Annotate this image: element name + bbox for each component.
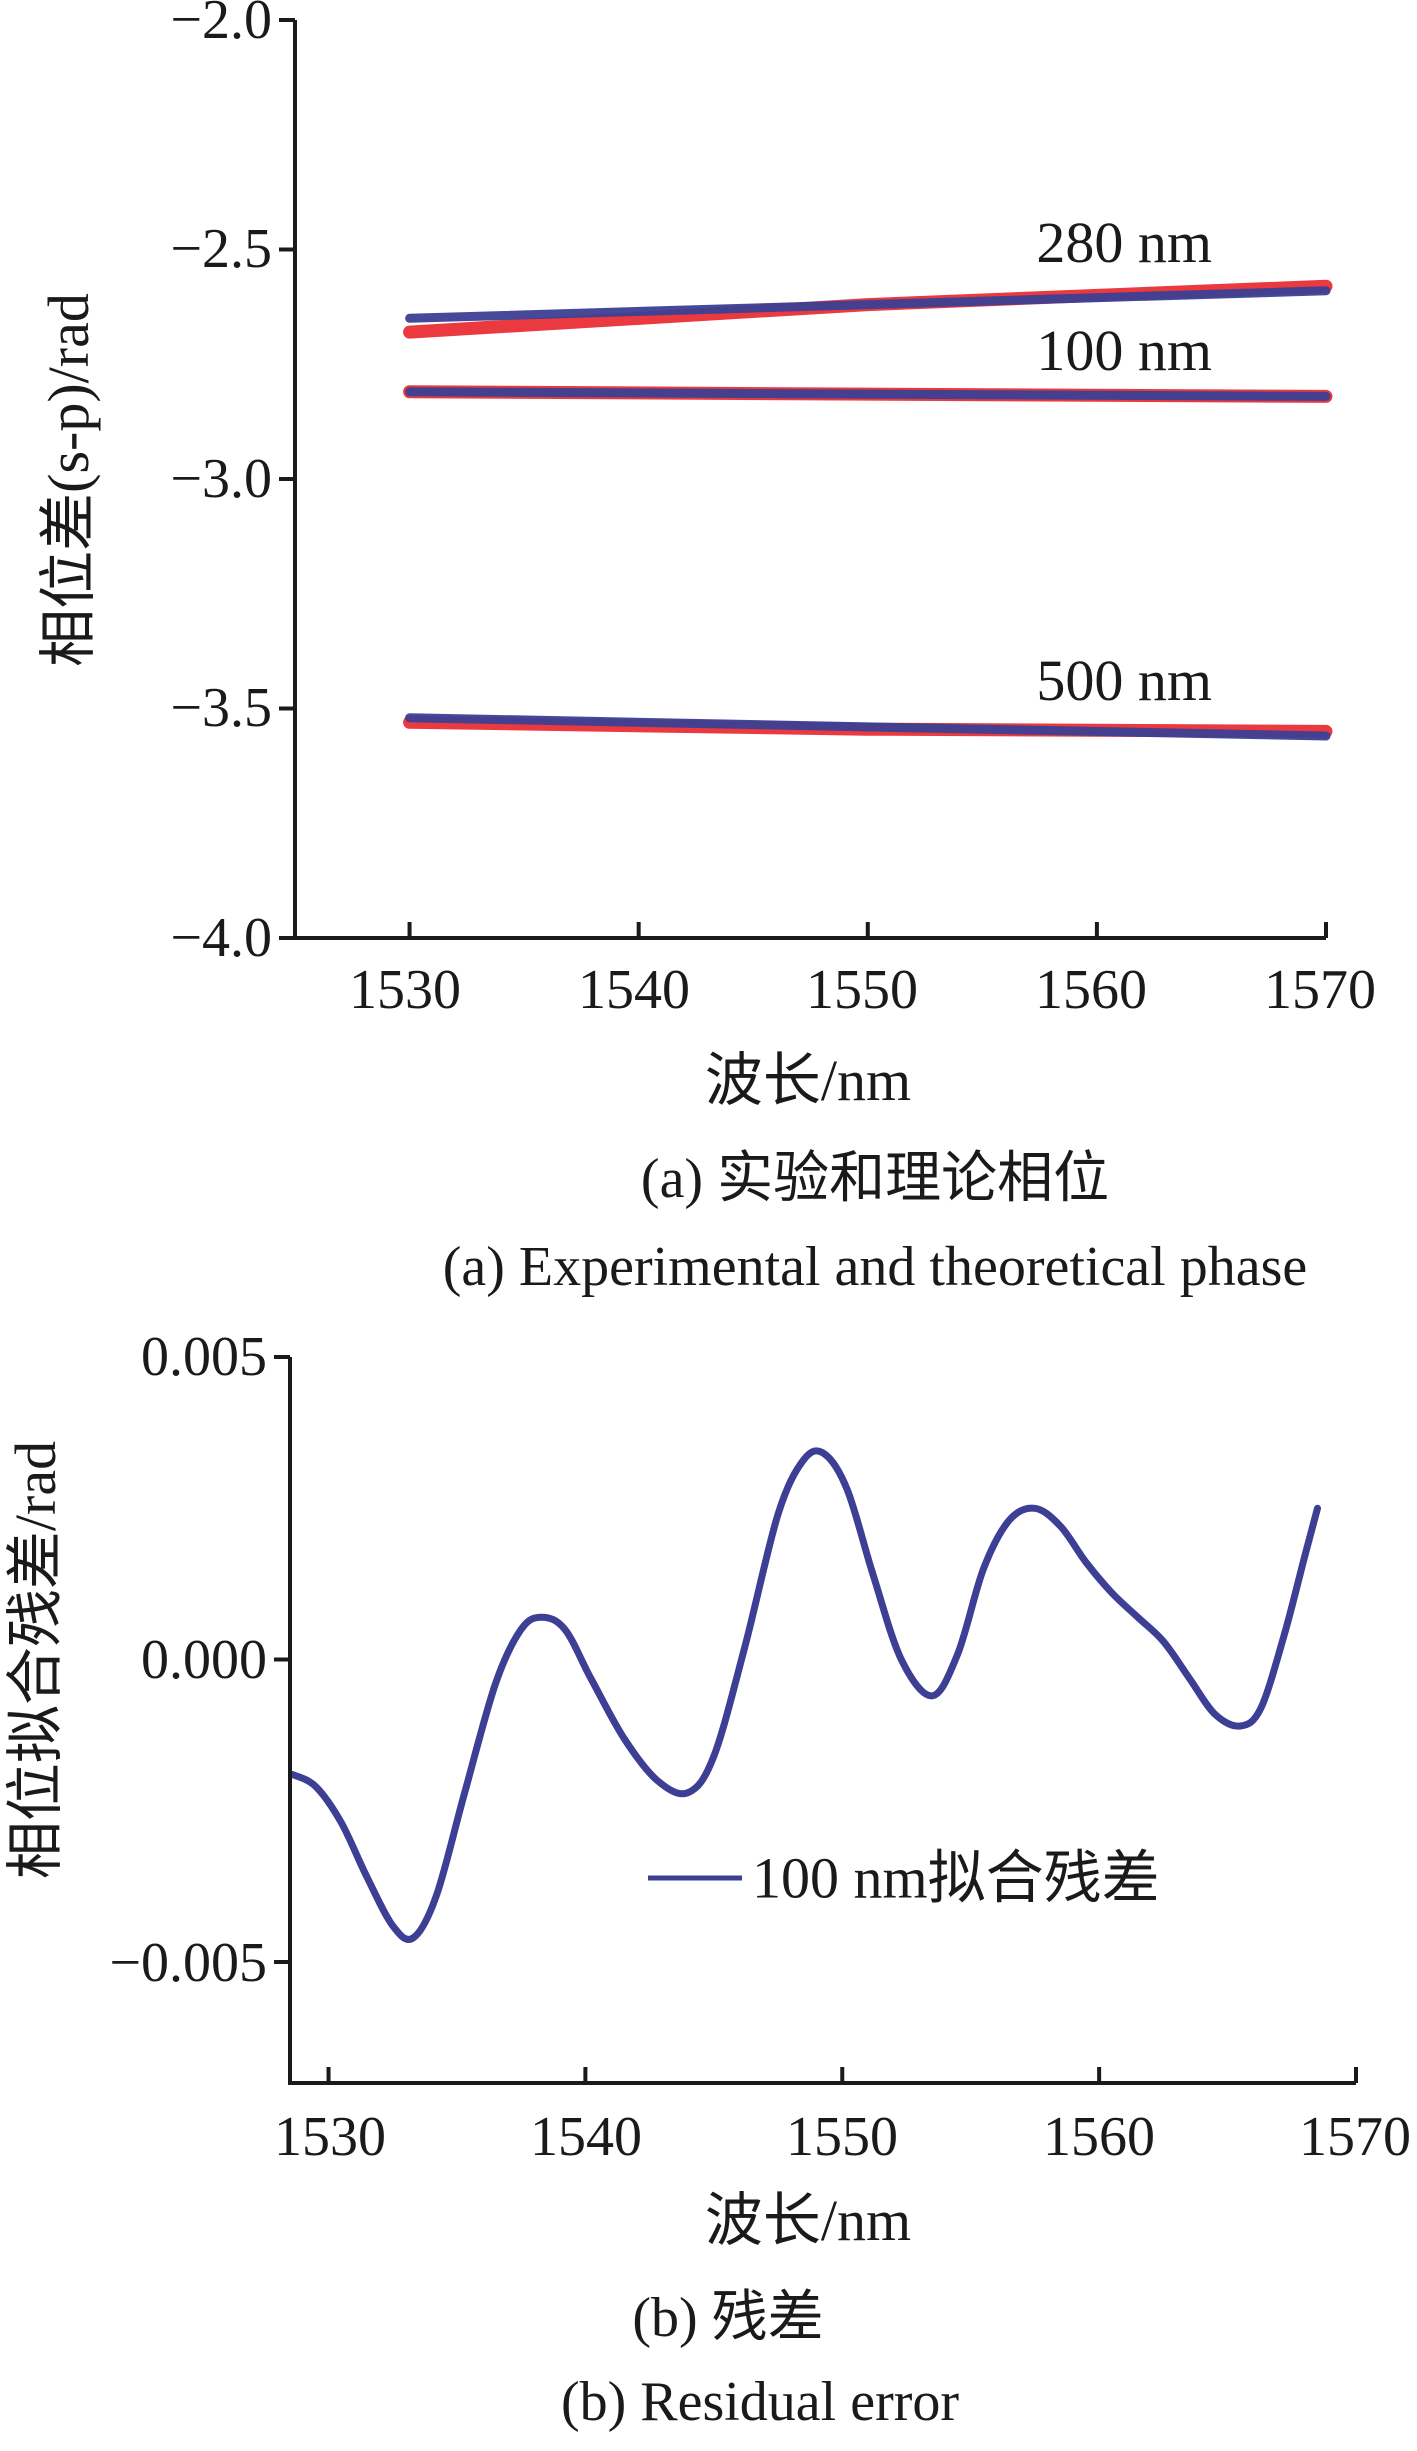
panel-a-ytick: −3.5: [170, 677, 272, 739]
annotation-100nm: 100 nm: [1036, 318, 1212, 383]
panel-a-ytick: −4.0: [170, 907, 272, 969]
panel-a: −2.0 −2.5 −3.0 −3.5 −4.0 1530 1540 1550 …: [36, 0, 1376, 1298]
panel-b-ylabel: 相位拟合残差/rad: [3, 1441, 68, 1879]
panel-a-axes: [293, 20, 1326, 940]
series-residual-100nm: [289, 1447, 1321, 1943]
panel-b-series: [289, 1447, 1321, 1943]
legend-label: 100 nm拟合残差: [752, 1846, 1160, 1911]
panel-b-xtick: 1530: [274, 2106, 386, 2168]
panel-a-xtick: 1560: [1035, 959, 1147, 1021]
panel-b-xtick: 1540: [530, 2106, 642, 2168]
panel-a-ytick: −2.5: [170, 218, 272, 280]
panel-b-ytick: 0.005: [141, 1326, 267, 1388]
annotation-500nm: 500 nm: [1036, 648, 1212, 713]
panel-a-xlabel: 波长/nm: [705, 1048, 911, 1113]
panel-b-axes: [288, 1357, 1356, 2085]
panel-a-xtick: 1550: [806, 959, 918, 1021]
panel-a-xtick: 1570: [1264, 959, 1376, 1021]
panel-a-xtick: 1540: [578, 959, 690, 1021]
panel-b-caption-cn: (b) 残差: [632, 2287, 823, 2349]
panel-b-ytick: 0.000: [141, 1629, 267, 1691]
annotation-280nm: 280 nm: [1036, 210, 1212, 275]
panel-a-caption-cn: (a) 实验和理论相位: [641, 1148, 1109, 1210]
panel-a-ylabel: 相位差(s-p)/rad: [36, 293, 101, 667]
panel-a-series: [403, 279, 1333, 741]
series-280nm-theoretical: [405, 286, 1331, 323]
panel-b-xtick: 1550: [786, 2106, 898, 2168]
panel-a-xtick: 1530: [349, 959, 461, 1021]
panel-a-ticks: [279, 18, 1328, 940]
panel-a-caption-en: (a) Experimental and theoretical phase: [443, 1236, 1307, 1298]
panel-b-xtick: 1560: [1043, 2106, 1155, 2168]
panel-b-xtick: 1570: [1299, 2106, 1411, 2168]
panel-b-caption-en: (b) Residual error: [561, 2371, 959, 2433]
panel-b-ticks: [274, 1355, 1358, 2083]
series-100nm-theoretical: [405, 387, 1331, 401]
panel-b-xlabel: 波长/nm: [705, 2188, 911, 2253]
panel-b: 0.005 0.000 −0.005 1530 1540 1550 1560 1…: [3, 1326, 1411, 2433]
panel-b-ytick: −0.005: [109, 1932, 267, 1994]
panel-a-ytick: −2.0: [170, 0, 272, 51]
panel-a-ytick: −3.0: [170, 448, 272, 510]
series-500nm-theoretical: [405, 713, 1331, 741]
